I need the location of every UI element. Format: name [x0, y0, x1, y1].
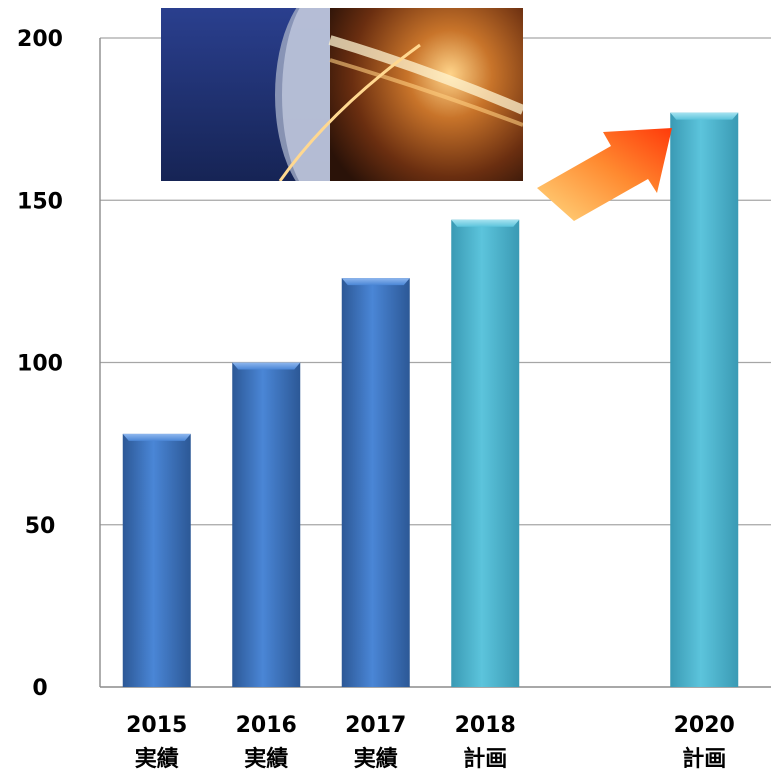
bar-bevel-2015: [122, 433, 191, 441]
bar-bevel-2016: [232, 362, 301, 370]
y-tick-label: 200: [17, 27, 63, 52]
y-tick-label: 0: [32, 676, 47, 701]
y-tick-label: 100: [17, 352, 63, 377]
bar-2015: [122, 433, 191, 687]
copper-wire-coil-photo: [161, 8, 523, 181]
x-tick-label-year: 2015: [126, 713, 187, 738]
x-tick-label-status: 実績: [354, 746, 398, 772]
x-tick-label-year: 2020: [674, 713, 735, 738]
growth-arrow: [537, 128, 672, 221]
bar-2017: [341, 278, 410, 687]
x-tick-label-year: 2017: [345, 713, 406, 738]
bar-bevel-2020: [670, 112, 739, 120]
bars: [122, 112, 739, 687]
bar-2016: [232, 362, 301, 687]
y-tick-label: 150: [17, 189, 63, 214]
y-tick-label: 50: [25, 514, 56, 539]
x-category-labels: 2015 実績 2016 実績 2017 実績 2018 計画 2020 計画: [126, 713, 735, 772]
x-tick-label-status: 計画: [682, 746, 726, 772]
axes: [99, 38, 771, 688]
x-tick-label-status: 実績: [244, 746, 288, 772]
bar-2018: [451, 219, 520, 687]
x-tick-label-year: 2018: [455, 713, 516, 738]
bar-2020: [670, 112, 739, 687]
x-tick-label-year: 2016: [236, 713, 297, 738]
bar-bevel-2017: [341, 278, 410, 286]
x-tick-label-status: 計画: [463, 746, 507, 772]
x-tick-label-status: 実績: [135, 746, 179, 772]
bar-bevel-2018: [451, 219, 520, 227]
y-tick-labels: 0 50 100 150 200: [17, 27, 63, 701]
